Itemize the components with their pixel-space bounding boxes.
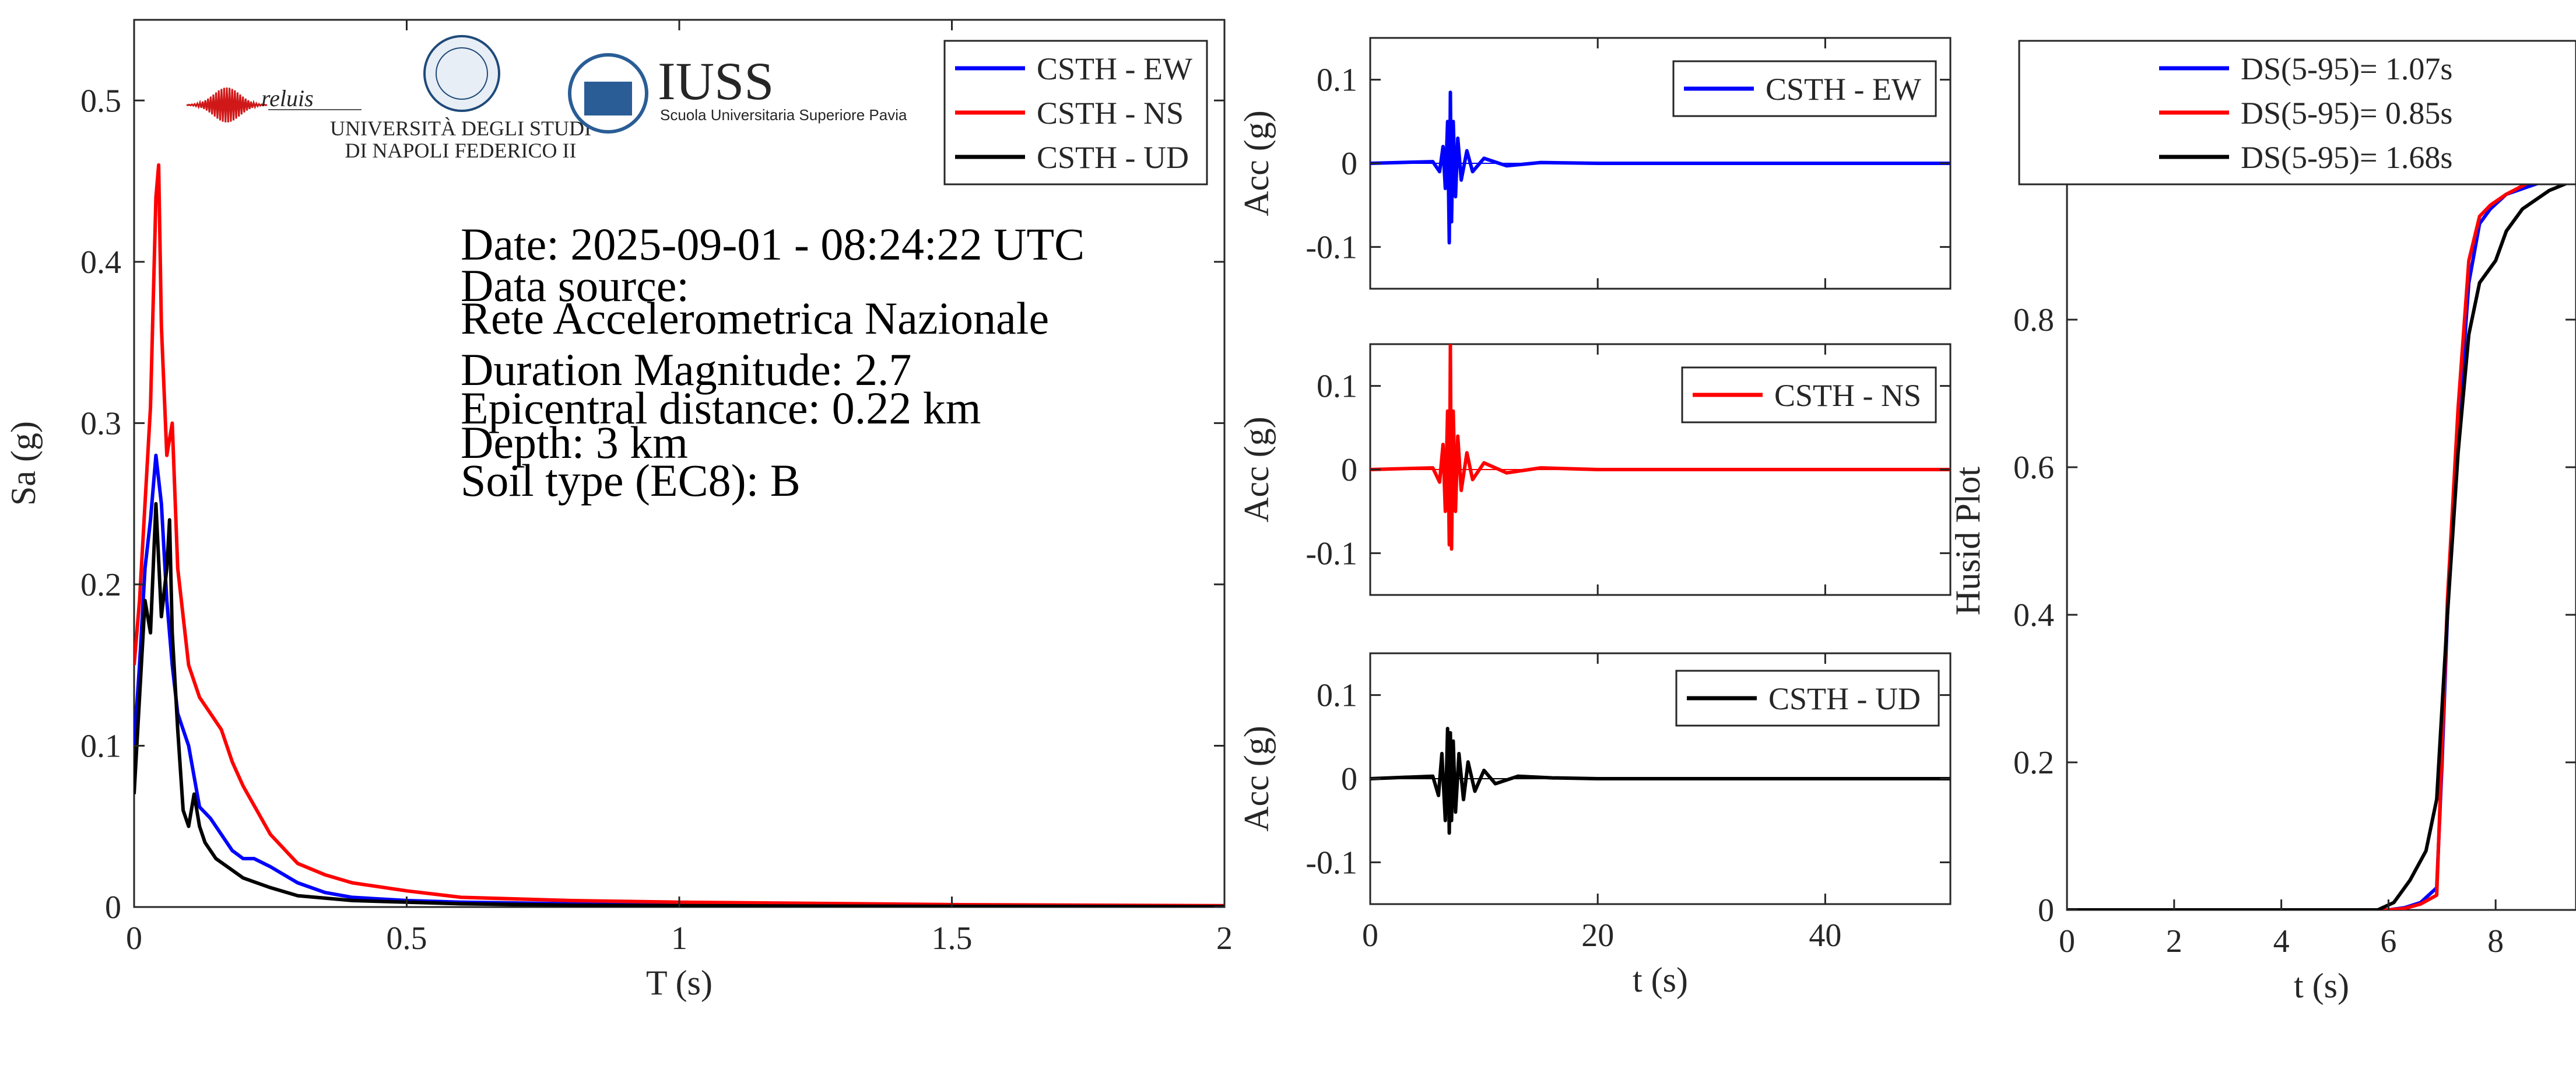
y-tick-label: 0.3: [80, 405, 121, 442]
info-line: Epicentral distance: 0.22 km: [461, 383, 981, 433]
y-tick-label: 0.4: [80, 244, 121, 281]
x-tick-label: 0: [2059, 923, 2075, 960]
info-line: Rete Accelerometrica Nazionale: [461, 293, 1049, 344]
legend-label: CSTH - EW: [1766, 72, 1921, 107]
chart-husid: 00.20.40.60.8102468t (s)Husid PlotDS(5-9…: [1949, 40, 2576, 1005]
x-tick-label: 20: [1581, 918, 1614, 954]
info-line: Soil type (EC8): B: [461, 455, 801, 506]
x-tick-label: 1: [671, 920, 687, 957]
legend-box: [2018, 40, 2576, 185]
info-line: Duration Magnitude: 2.7: [461, 344, 911, 395]
series-line-1: [1370, 344, 1950, 551]
x-tick-label: 8: [2487, 923, 2504, 960]
chart-acc-ew: -0.1 0 0.1 Acc (g) CSTH - EW: [1237, 37, 1952, 290]
y-tick-label: 0.1: [80, 728, 121, 764]
series-line-1: [1370, 90, 1950, 245]
x-axis-label: t (s): [1633, 961, 1688, 999]
unina-seal-icon: [423, 35, 500, 112]
y-axis-label: Sa (g): [4, 421, 43, 506]
series-line-3: [2067, 177, 2576, 910]
legend: CSTH - EW: [1672, 60, 1937, 117]
y-axis-label: Acc (g): [1237, 416, 1276, 523]
unina-seal-ring: [436, 47, 488, 100]
y-axis-label: Acc (g): [1237, 110, 1276, 216]
y-tick-label: 0: [1341, 452, 1357, 488]
reluis-logo: reluis: [186, 85, 362, 122]
x-tick-label: 2: [2166, 923, 2182, 960]
y-tick-label: 0: [1341, 146, 1357, 182]
y-axis-label: Husid Plot: [1949, 467, 1987, 615]
y-tick-label: -0.1: [1305, 535, 1357, 572]
legend-label: CSTH - NS: [1037, 96, 1184, 131]
y-tick-label: -0.1: [1305, 229, 1357, 265]
y-tick-label: 0.5: [80, 83, 121, 119]
legend: CSTH - EW CSTH - NS CSTH - UD: [943, 40, 1208, 185]
x-tick-label: 1.5: [932, 920, 973, 957]
x-tick-label: 6: [2380, 923, 2396, 960]
y-tick-label: 0.1: [1317, 678, 1357, 714]
info-line: Depth: 3 km: [461, 417, 688, 468]
x-tick-label: 0.5: [387, 920, 427, 957]
y-tick-label: 0.4: [2013, 597, 2054, 633]
chart-acc-ns: -0.1 0 0.1 Acc (g) CSTH - NS: [1237, 343, 1952, 596]
series-line-2: [134, 163, 1224, 907]
legend-label: DS(5-95)= 0.85s: [2241, 96, 2452, 131]
y-tick-label: 0.1: [1317, 62, 1357, 99]
unina-line-2: DI NAPOLI FEDERICO II: [345, 139, 577, 162]
legend: DS(5-95)= 1.07s DS(5-95)= 0.85s DS(5-95)= …: [2018, 40, 2576, 185]
y-tick-label: 0.6: [2013, 450, 2054, 486]
y-tick-label: -0.1: [1305, 845, 1357, 881]
series-line-3: [134, 502, 1224, 907]
reluis-wordmark: reluis: [261, 85, 314, 111]
y-axis-label: Acc (g): [1237, 726, 1276, 832]
x-axis-label: T (s): [646, 964, 713, 1002]
x-axis-label: t (s): [2294, 967, 2349, 1005]
y-tick-label: 0.8: [2013, 302, 2054, 338]
iuss-subtitle: Scuola Universitaria Superiore Pavia: [660, 106, 907, 124]
legend: CSTH - UD: [1675, 670, 1940, 727]
series-line-1: [1370, 727, 1950, 835]
info-line: Data source:: [461, 260, 689, 311]
y-tick-label: 0.1: [1317, 369, 1357, 405]
y-tick-label: 0.2: [80, 567, 121, 603]
y-tick-label: 0: [2038, 892, 2054, 929]
legend-label: CSTH - EW: [1037, 51, 1192, 86]
y-tick-label: 0: [1341, 761, 1357, 797]
x-tick-label: 0: [1362, 918, 1378, 954]
unina-line-1: UNIVERSITÀ DEGLI STUDI: [330, 117, 591, 140]
x-tick-label: 40: [1809, 918, 1841, 954]
x-tick-label: 2: [1216, 920, 1233, 957]
x-tick-label: 4: [2273, 923, 2290, 960]
seismogram-icon: [186, 87, 268, 122]
x-tick-label: 0: [126, 920, 142, 957]
legend: CSTH - NS: [1681, 366, 1937, 423]
chart-spectrum: 0 0.1 0.2 0.3 0.4 0.5 0 0.5 1 1.5 2 T (s) Sa (g) CSTH…: [4, 19, 1233, 1002]
legend-label: CSTH - UD: [1037, 140, 1189, 175]
y-tick-label: 0: [105, 890, 121, 926]
y-tick-label: 0.2: [2013, 745, 2054, 781]
legend-label: CSTH - NS: [1774, 378, 1921, 413]
legend-label: DS(5-95)= 1.07s: [2241, 51, 2452, 86]
legend-label: CSTH - UD: [1768, 681, 1921, 716]
iuss-building-icon: [584, 82, 632, 115]
iuss-title: IUSS: [658, 51, 774, 111]
plot-area: [2066, 171, 2576, 911]
info-line: Date: 2025-09-01 - 08:24:22 UTC: [461, 219, 1085, 269]
chart-acc-ud: -0.1 0 0.1 0 20 40 t (s) Acc (g) CSTH - UD: [1237, 652, 1952, 999]
legend-label: DS(5-95)= 1.68s: [2241, 140, 2452, 175]
series-line-2: [2067, 174, 2576, 910]
